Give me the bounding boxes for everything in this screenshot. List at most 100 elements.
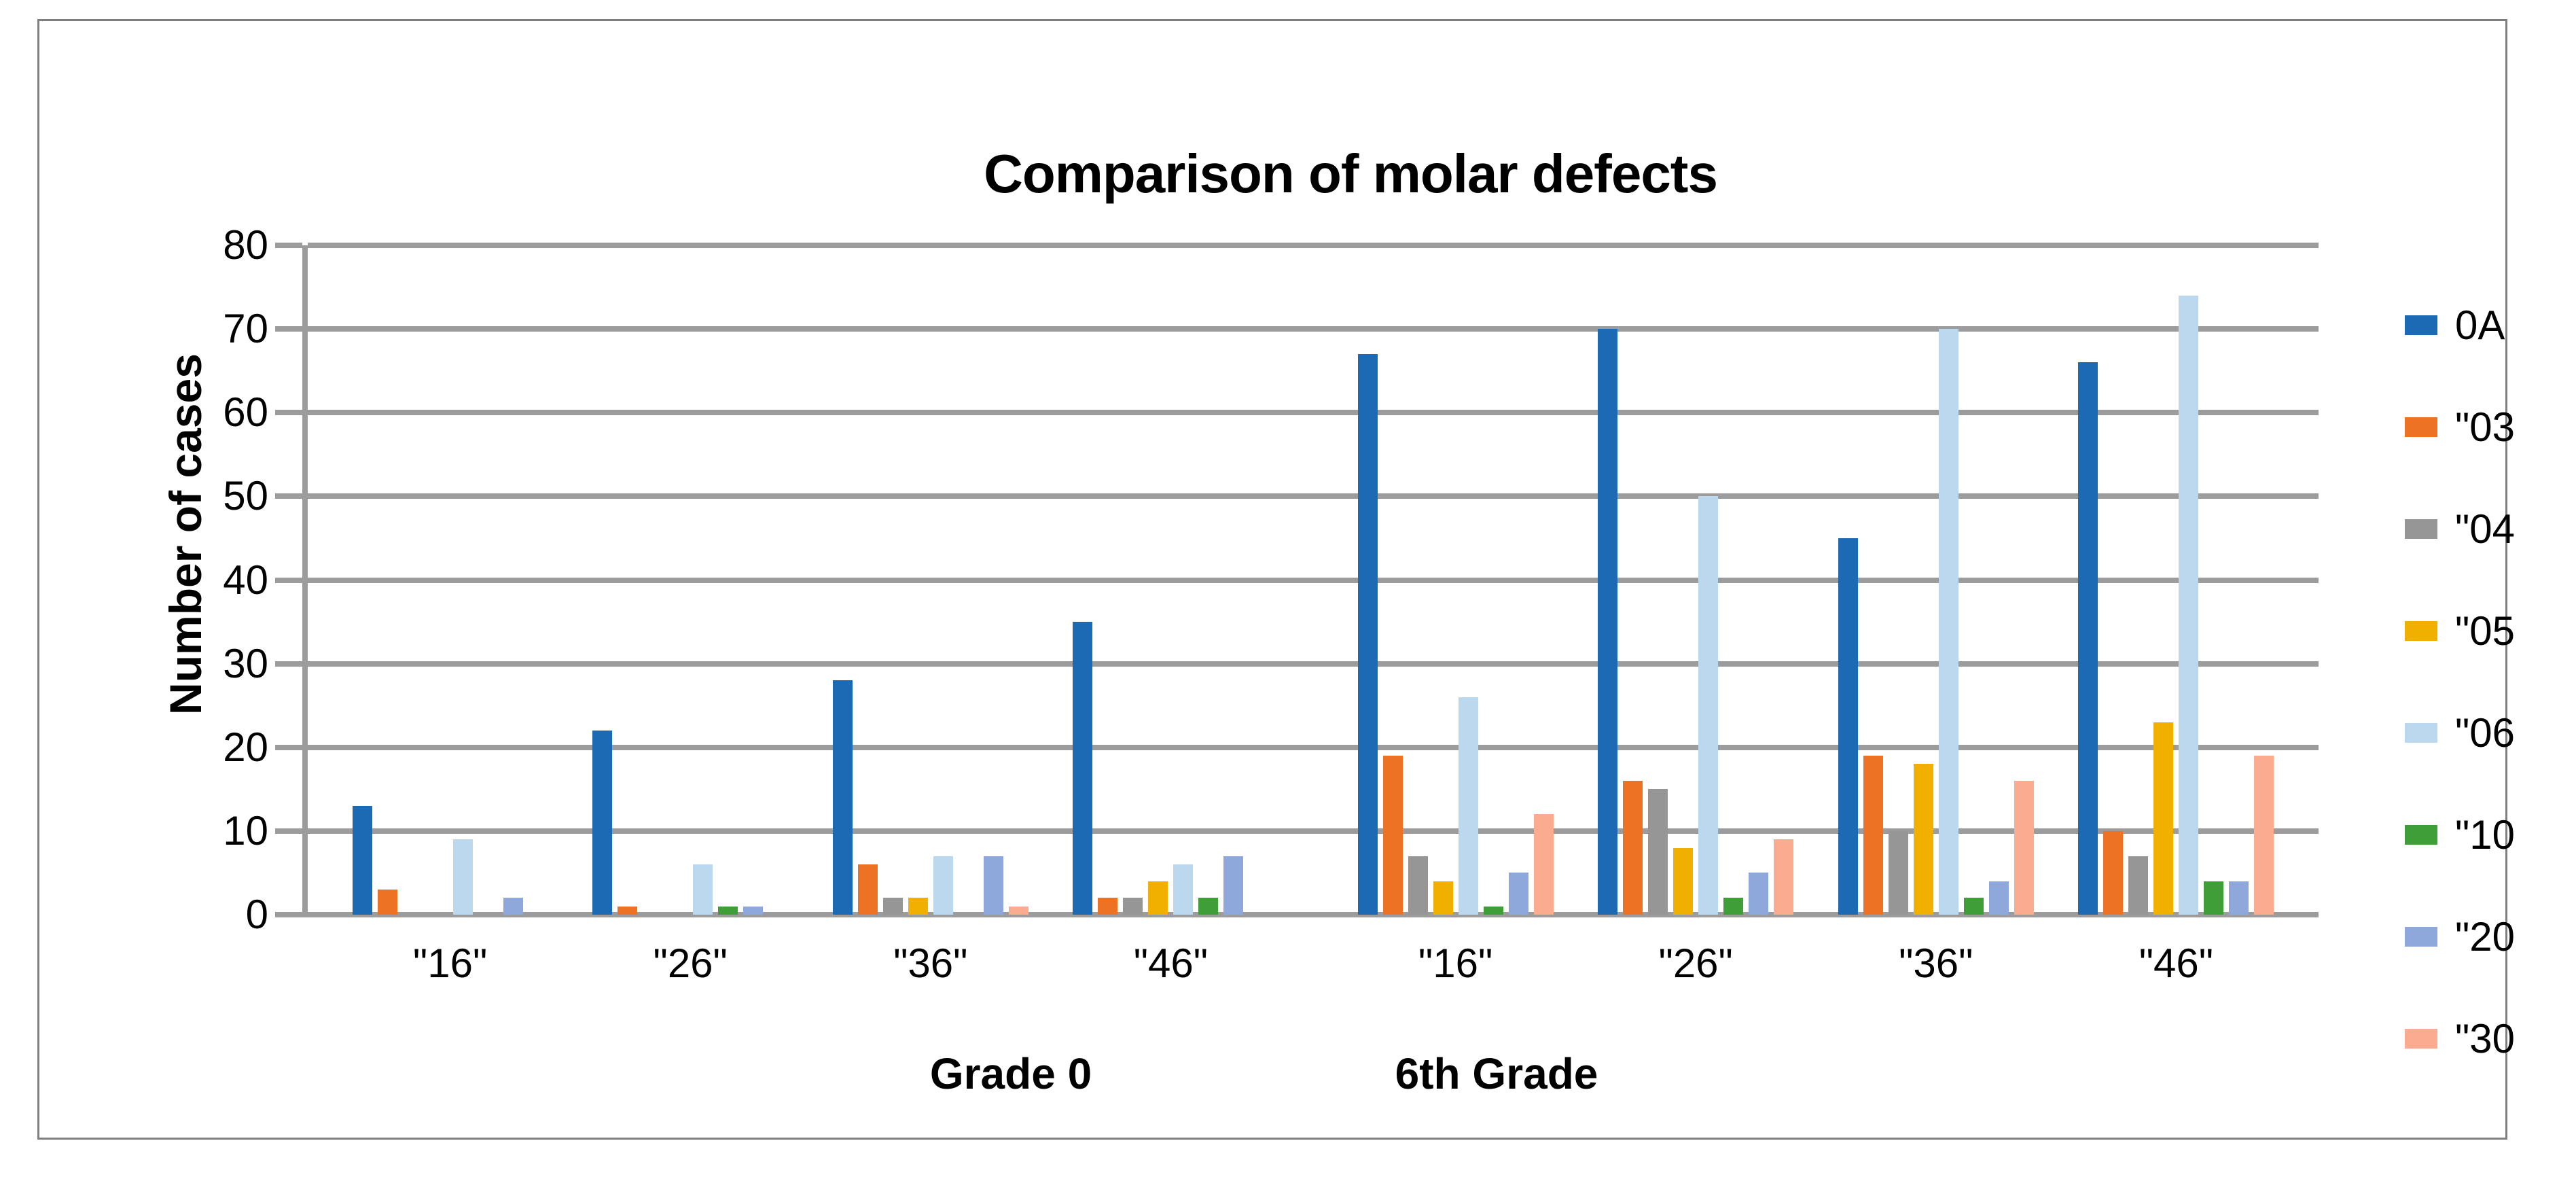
bar-10-6th-Grade-26 — [1723, 898, 1744, 915]
bar-03-6th-Grade-36 — [1863, 756, 1883, 915]
gridline-y-50 — [308, 493, 2319, 499]
x-category-label-26: "26" — [653, 941, 728, 986]
bar-slot — [1648, 245, 1668, 915]
bar-06-Grade-0-16 — [452, 839, 473, 915]
section-6th Grade — [1313, 245, 2319, 915]
legend-label: "03 — [2455, 404, 2516, 450]
bar-20-6th-Grade-16 — [1508, 873, 1528, 915]
bar-20-Grade-0-26 — [743, 906, 764, 915]
bar-03-6th-Grade-26 — [1623, 781, 1643, 915]
bar-20-6th-Grade-26 — [1749, 873, 1769, 915]
y-tick-label-60: 60 — [223, 389, 268, 436]
bar-05-6th-Grade-16 — [1433, 881, 1453, 915]
bar-05-Grade-0-46 — [1148, 881, 1168, 915]
bar-slot — [1483, 245, 1503, 915]
bar-20-Grade-0-46 — [1223, 856, 1244, 915]
legend-item-04: "04 — [2405, 478, 2515, 580]
legend-swatch-icon — [2405, 1028, 2437, 1049]
bar-slot — [1357, 245, 1378, 915]
bar-06-Grade-0-36 — [933, 856, 953, 915]
bar-30-Grade-0-36 — [1008, 906, 1028, 915]
y-axis-tick — [275, 493, 302, 499]
bar-0A-Grade-0-26 — [592, 731, 613, 915]
bar-slot — [2204, 245, 2224, 915]
x-axis-section-label-6th-grade: 6th Grade — [1395, 1049, 1598, 1098]
bar-10-6th-Grade-36 — [1963, 898, 1984, 915]
legend-swatch-icon — [2405, 620, 2437, 641]
bar-slot — [352, 245, 372, 915]
legend-item-30: "30 — [2405, 987, 2515, 1089]
bar-slot — [1888, 245, 1908, 915]
bar-04-6th-Grade-16 — [1408, 856, 1428, 915]
x-category-label-46: "46" — [2139, 941, 2214, 986]
gridline-y-40 — [308, 577, 2319, 583]
bar-slot — [668, 245, 687, 915]
bar-slot — [1173, 245, 1194, 915]
bar-slot — [1198, 245, 1219, 915]
bar-slot — [2179, 245, 2199, 915]
y-axis-tick — [275, 828, 302, 834]
legend: 0A "03 "04 "05 "06 "10 "20 "30 — [2405, 274, 2515, 1089]
y-tick-label-70: 70 — [223, 306, 268, 352]
legend-swatch-icon — [2405, 417, 2437, 437]
bar-06-6th-Grade-46 — [2179, 295, 2199, 915]
bar-0A-Grade-0-16 — [352, 805, 372, 915]
bar-0A-Grade-0-46 — [1073, 622, 1093, 915]
chart-title: Comparison of molar defects — [984, 143, 1718, 204]
bar-30-6th-Grade-36 — [2014, 781, 2034, 915]
bar-04-Grade-0-36 — [882, 898, 903, 915]
bar-slot — [428, 245, 448, 915]
bar-slot — [478, 245, 498, 915]
bar-slot — [1223, 245, 1244, 915]
gridline-y-30 — [308, 661, 2319, 667]
x-labels-section-6th Grade: "16" "26" "36" "46" — [1313, 940, 2319, 987]
y-tick-label-0: 0 — [245, 892, 268, 937]
bar-10-Grade-0-46 — [1198, 898, 1219, 915]
y-axis-tick — [275, 577, 302, 583]
legend-item-06: "06 — [2405, 682, 2515, 784]
bar-0A-6th-Grade-36 — [1838, 538, 1858, 915]
bar-slot — [768, 245, 788, 915]
bar-06-6th-Grade-36 — [1938, 329, 1958, 915]
bar-06-Grade-0-46 — [1173, 864, 1194, 915]
bar-slot — [1913, 245, 1933, 915]
bar-03-Grade-0-16 — [377, 890, 397, 915]
bar-slot — [1774, 245, 1794, 915]
bar-03-6th-Grade-16 — [1382, 756, 1403, 915]
legend-label: "05 — [2455, 608, 2516, 654]
y-axis-tick — [275, 243, 302, 248]
gridline-y-0 — [308, 912, 2319, 917]
bar-slot — [1623, 245, 1643, 915]
y-tick-label-20: 20 — [223, 724, 268, 770]
bar-slot — [908, 245, 928, 915]
gridline-y-70 — [308, 326, 2319, 332]
x-category-label-26: "26" — [1658, 941, 1733, 986]
bar-slot — [882, 245, 903, 915]
y-tick-label-50: 50 — [223, 473, 268, 519]
y-axis-tick — [275, 661, 302, 667]
bar-0A-Grade-0-36 — [832, 680, 853, 915]
y-axis-tick — [275, 326, 302, 332]
bar-slot — [1433, 245, 1453, 915]
bar-slot — [1508, 245, 1528, 915]
bar-slot — [1938, 245, 1958, 915]
bar-slot — [1148, 245, 1168, 915]
bar-slot — [1073, 245, 1093, 915]
bar-slot — [1749, 245, 1769, 915]
bar-03-Grade-0-36 — [857, 864, 878, 915]
bar-slot — [743, 245, 764, 915]
bar-slot — [2229, 245, 2249, 915]
y-axis-tick — [275, 912, 302, 917]
x-labels-section-Grade 0: "16" "26" "36" "46" — [308, 940, 1313, 987]
bar-slot — [403, 245, 423, 915]
bar-group-6th Grade-26 — [1598, 245, 1794, 915]
bar-05-6th-Grade-26 — [1673, 847, 1694, 915]
bar-slot — [1408, 245, 1428, 915]
y-tick-label-10: 10 — [223, 807, 268, 854]
bar-10-6th-Grade-16 — [1483, 906, 1503, 915]
bar-slot — [643, 245, 662, 915]
bar-group-Grade 0-36 — [832, 245, 1028, 915]
legend-label: "10 — [2455, 811, 2516, 858]
y-tick-label-40: 40 — [223, 557, 268, 603]
bar-group-6th Grade-36 — [1838, 245, 2034, 915]
